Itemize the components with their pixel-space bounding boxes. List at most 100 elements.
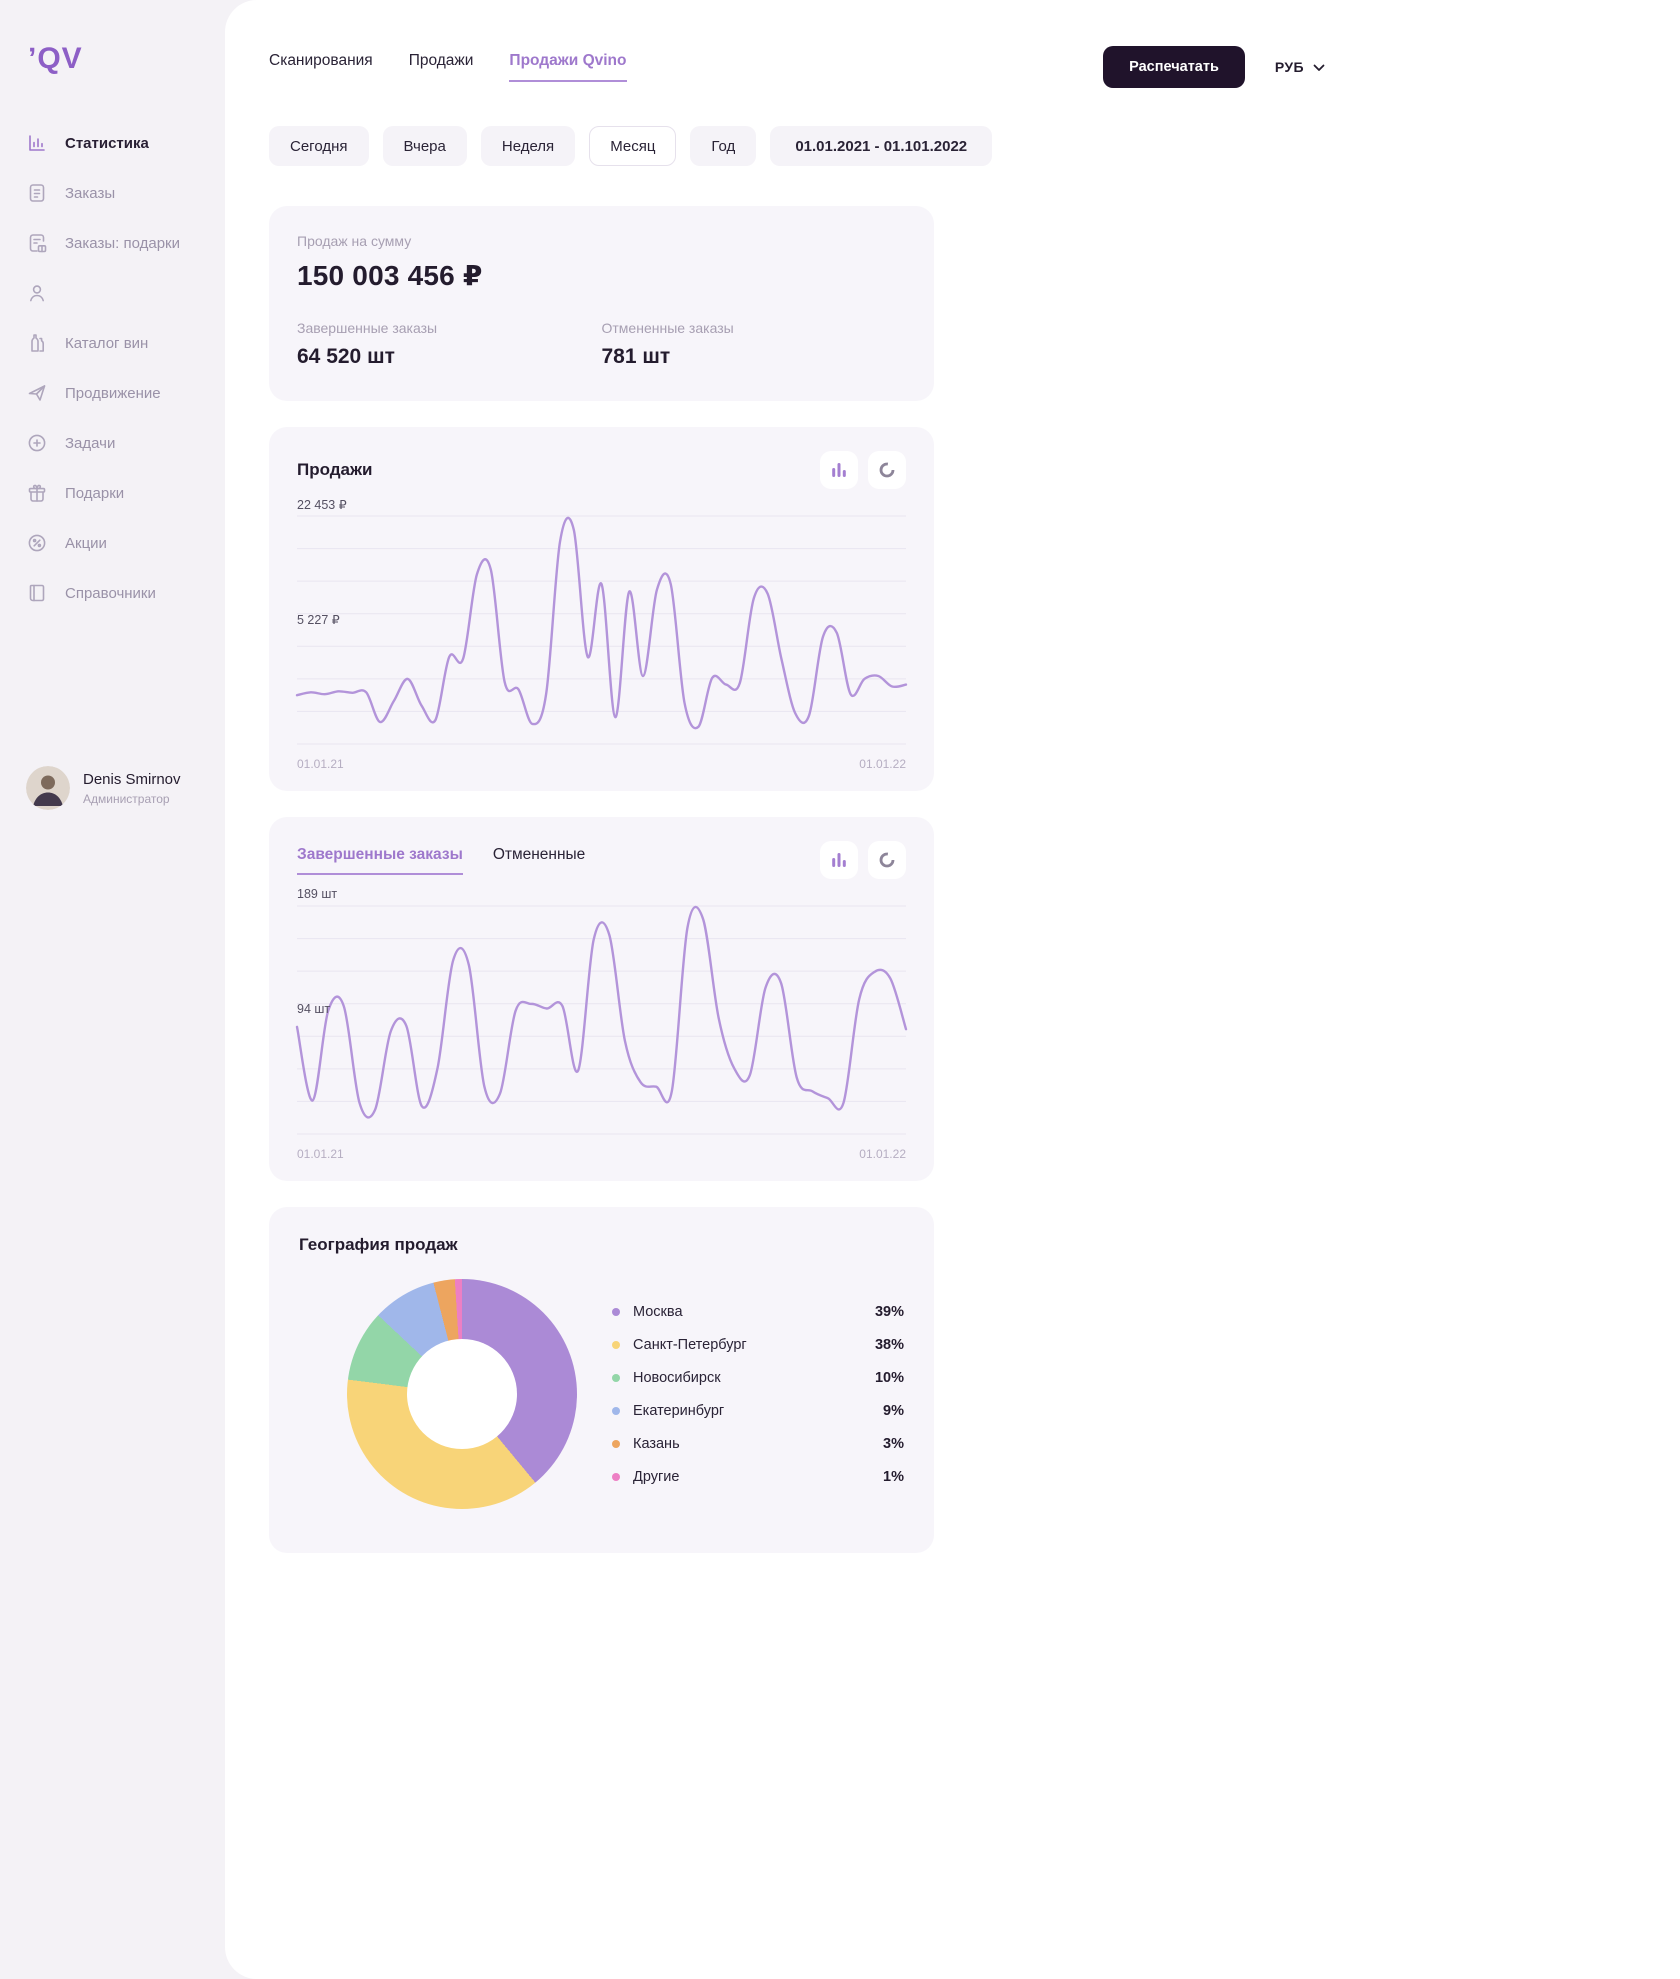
legend-value: 1% (883, 1468, 904, 1485)
sidebar: ʼQV Статистика Заказы Заказы: подарки Ка… (0, 0, 225, 1979)
x-axis-end-label: 01.01.22 (859, 1147, 906, 1161)
sidebar-item-promotion[interactable]: Продвижение (26, 368, 225, 418)
sidebar-item-clients[interactable] (26, 268, 225, 318)
orders-gifts-icon (26, 232, 48, 254)
chart-view-toggles (820, 451, 906, 489)
currency-label: РУБ (1274, 59, 1304, 75)
orders-icon (26, 182, 48, 204)
orders-chart-tabs: Завершенные заказы Отмененные (297, 846, 585, 875)
main-panel: Сканирования Продажи Продажи Qvino Распеча… (225, 0, 1680, 1979)
sidebar-item-promo[interactable]: Акции (26, 518, 225, 568)
legend-label: Санкт-Петербург (633, 1336, 747, 1353)
legend-dot (612, 1373, 620, 1382)
currency-selector[interactable]: РУБ (1275, 59, 1325, 75)
stats-icon (26, 132, 48, 154)
promotion-icon (26, 382, 48, 404)
topbar-actions: Распечатать РУБ (1103, 46, 1325, 88)
y-axis-label: 22 453 ₽ (297, 498, 347, 512)
donut-chart-view-button[interactable] (868, 841, 906, 879)
bar-chart-icon (832, 853, 846, 867)
sidebar-item-orders-gifts[interactable]: Заказы: подарки (26, 218, 225, 268)
gifts-icon (26, 482, 48, 504)
user-text: Denis Smirnov Администратор (83, 771, 181, 806)
sidebar-item-label: Задачи (65, 434, 116, 452)
legend-row: Казань 3% (612, 1433, 904, 1455)
clients-icon (26, 282, 48, 304)
geography-title: География продаж (299, 1235, 458, 1254)
legend-dot (612, 1406, 620, 1415)
sidebar-item-orders[interactable]: Заказы (26, 168, 225, 218)
legend-value: 3% (883, 1435, 904, 1452)
sales-chart-card: Продажи 22 453 ₽5 227 ₽ 01.01.21 (269, 427, 934, 791)
header-tabs: Сканирования Продажи Продажи Qvino (269, 52, 627, 82)
legend-value: 9% (883, 1402, 904, 1419)
period-chip-yesterday[interactable]: Вчера (382, 126, 467, 166)
reference-icon (26, 582, 48, 604)
completed-orders-stat: Завершенные заказы 64 520 шт (297, 320, 602, 369)
bar-chart-view-button[interactable] (820, 451, 858, 489)
legend-label: Москва (633, 1303, 683, 1320)
sidebar-item-label: Заказы (65, 184, 116, 202)
completed-orders-label: Завершенные заказы (297, 320, 438, 336)
print-button[interactable]: Распечатать (1103, 46, 1245, 88)
user-profile[interactable]: Denis Smirnov Администратор (26, 766, 225, 810)
period-chips: Сегодня Вчера Неделя Месяц Год (269, 126, 757, 166)
cancelled-orders-value: 781 шт (601, 345, 671, 368)
legend-dot (612, 1307, 620, 1316)
sidebar-item-reference[interactable]: Справочники (26, 568, 225, 618)
user-name: Denis Smirnov (83, 770, 181, 788)
sidebar-item-stats[interactable]: Статистика (26, 118, 225, 168)
legend-row: Новосибирск 10% (612, 1367, 904, 1389)
sidebar-item-label: Справочники (65, 584, 156, 602)
sidebar-item-tasks[interactable]: Задачи (26, 418, 225, 468)
period-chip-year[interactable]: Год (690, 126, 757, 166)
sidebar-nav: Статистика Заказы Заказы: подарки Катало… (26, 118, 225, 618)
legend-row: Москва 39% (612, 1301, 904, 1323)
legend-row: Санкт-Петербург 38% (612, 1334, 904, 1356)
sidebar-item-wine-catalog[interactable]: Каталог вин (26, 318, 225, 368)
geography-card: География продаж Москва 39% Санкт-Петерб… (269, 1207, 934, 1553)
donut-chart-view-button[interactable] (868, 451, 906, 489)
orders-chart-card: Завершенные заказы Отмененные 189 шт 94 шт (269, 817, 934, 1181)
x-axis-end-label: 01.01.22 (859, 757, 906, 771)
tab-sales[interactable]: Продажи (408, 52, 474, 69)
period-chip-today[interactable]: Сегодня (269, 126, 369, 166)
period-chip-month[interactable]: Месяц (589, 126, 677, 166)
summary-row: Завершенные заказы 64 520 шт Отмененные … (297, 320, 906, 369)
legend-label: Другие (633, 1468, 680, 1485)
geography-donut-chart (347, 1279, 577, 1509)
date-range-chip[interactable]: 01.01.2021 - 01.101.2022 (770, 126, 993, 166)
cancelled-orders-stat: Отмененные заказы 781 шт (602, 320, 907, 369)
period-filters: Сегодня Вчера Неделя Месяц Год 01.01.2021 - … (269, 126, 1325, 166)
sales-chart-title: Продажи (297, 460, 373, 479)
legend-label: Новосибирск (633, 1369, 721, 1386)
legend-row: Екатеринбург 9% (612, 1400, 904, 1422)
x-axis-start-label: 01.01.21 (297, 757, 344, 771)
user-role: Администратор (83, 791, 170, 806)
orders-tab-cancelled[interactable]: Отмененные (492, 845, 586, 863)
donut-hole (407, 1339, 517, 1449)
orders-tab-completed[interactable]: Завершенные заказы (297, 846, 463, 875)
tab-scans[interactable]: Сканирования (269, 52, 373, 69)
period-chip-week[interactable]: Неделя (480, 126, 576, 166)
chart-view-toggles (820, 841, 906, 879)
legend-dot (612, 1439, 620, 1448)
chevron-down-icon (1313, 59, 1325, 75)
summary-card: Продаж на сумму 150 003 456 ₽ Завершенны… (269, 206, 934, 401)
avatar (26, 766, 70, 810)
sidebar-item-gifts[interactable]: Подарки (26, 468, 225, 518)
orders-x-axis: 01.01.21 01.01.22 (297, 1147, 906, 1161)
sales-line-chart: 22 453 ₽5 227 ₽ (295, 498, 908, 745)
sidebar-item-label: Заказы: подарки (65, 234, 180, 252)
legend-dot (612, 1472, 620, 1481)
sidebar-item-label: Акции (65, 534, 107, 552)
legend-dot (612, 1340, 620, 1349)
wine-catalog-icon (26, 332, 48, 354)
promo-icon (26, 532, 48, 554)
tasks-icon (26, 432, 48, 454)
legend-value: 10% (874, 1369, 904, 1386)
bar-chart-view-button[interactable] (820, 841, 858, 879)
tab-sales-qvino[interactable]: Продажи Qvino (509, 52, 627, 82)
sidebar-item-label: Статистика (65, 134, 149, 152)
